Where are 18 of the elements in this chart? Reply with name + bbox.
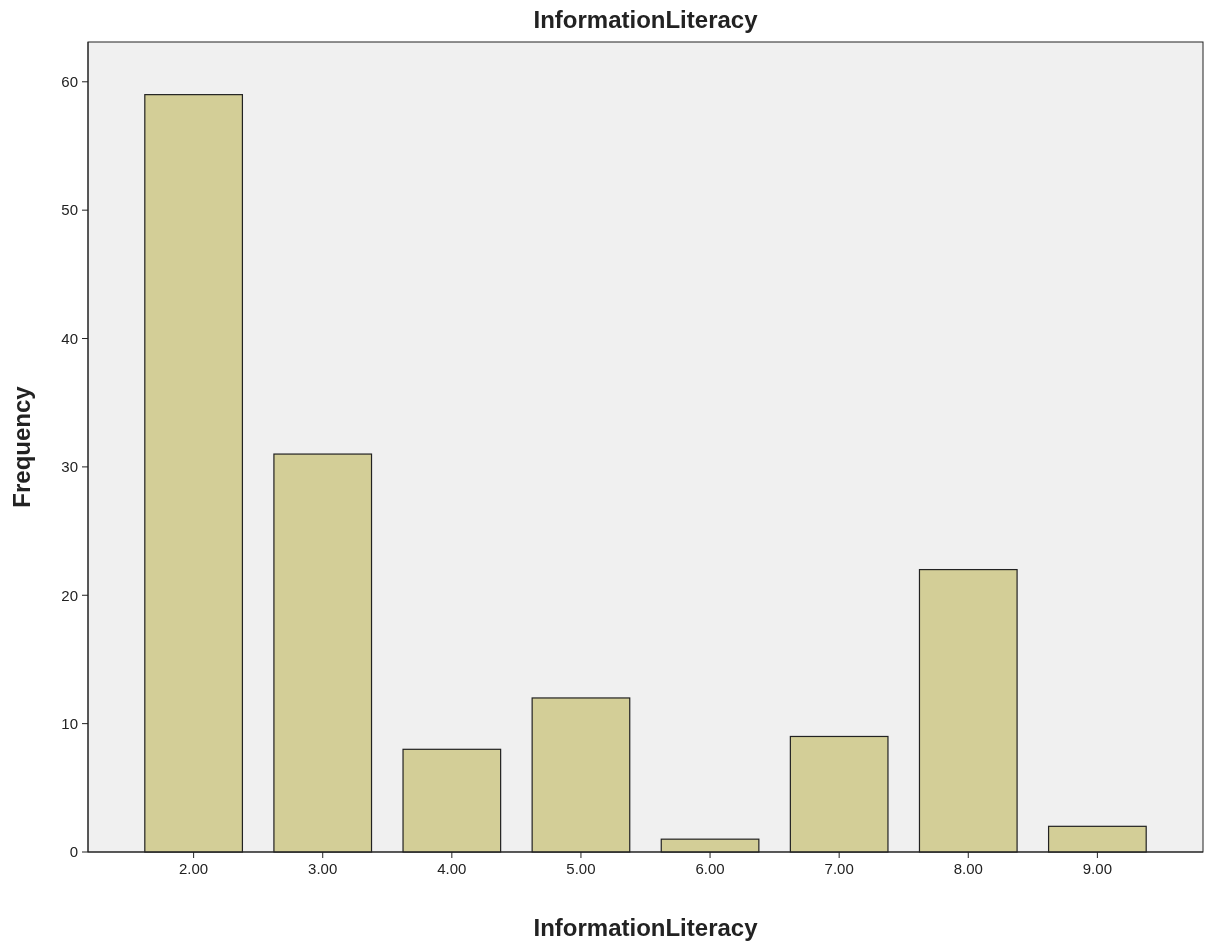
chart-title: InformationLiteracy [533, 6, 759, 33]
x-tick-label: 8.00 [953, 860, 983, 877]
y-axis-title: Frequency [8, 385, 35, 508]
y-tick-label: 40 [61, 329, 78, 347]
x-tick-label: 2.00 [179, 860, 209, 877]
y-tick-label: 50 [61, 201, 78, 219]
x-tick-label: 4.00 [437, 860, 467, 877]
x-tick-label: 6.00 [695, 860, 725, 877]
y-tick-label: 30 [61, 458, 78, 476]
x-tick-label: 3.00 [308, 860, 338, 877]
x-tick-label: 7.00 [824, 860, 854, 877]
x-tick-label: 5.00 [566, 860, 596, 877]
x-axis-title: InformationLiteracy [533, 914, 759, 941]
y-tick-label: 0 [69, 843, 78, 861]
y-tick-label: 20 [61, 586, 78, 604]
y-tick-label: 10 [61, 714, 78, 732]
x-tick-label: 9.00 [1082, 860, 1112, 877]
y-tick-label: 60 [61, 73, 78, 91]
